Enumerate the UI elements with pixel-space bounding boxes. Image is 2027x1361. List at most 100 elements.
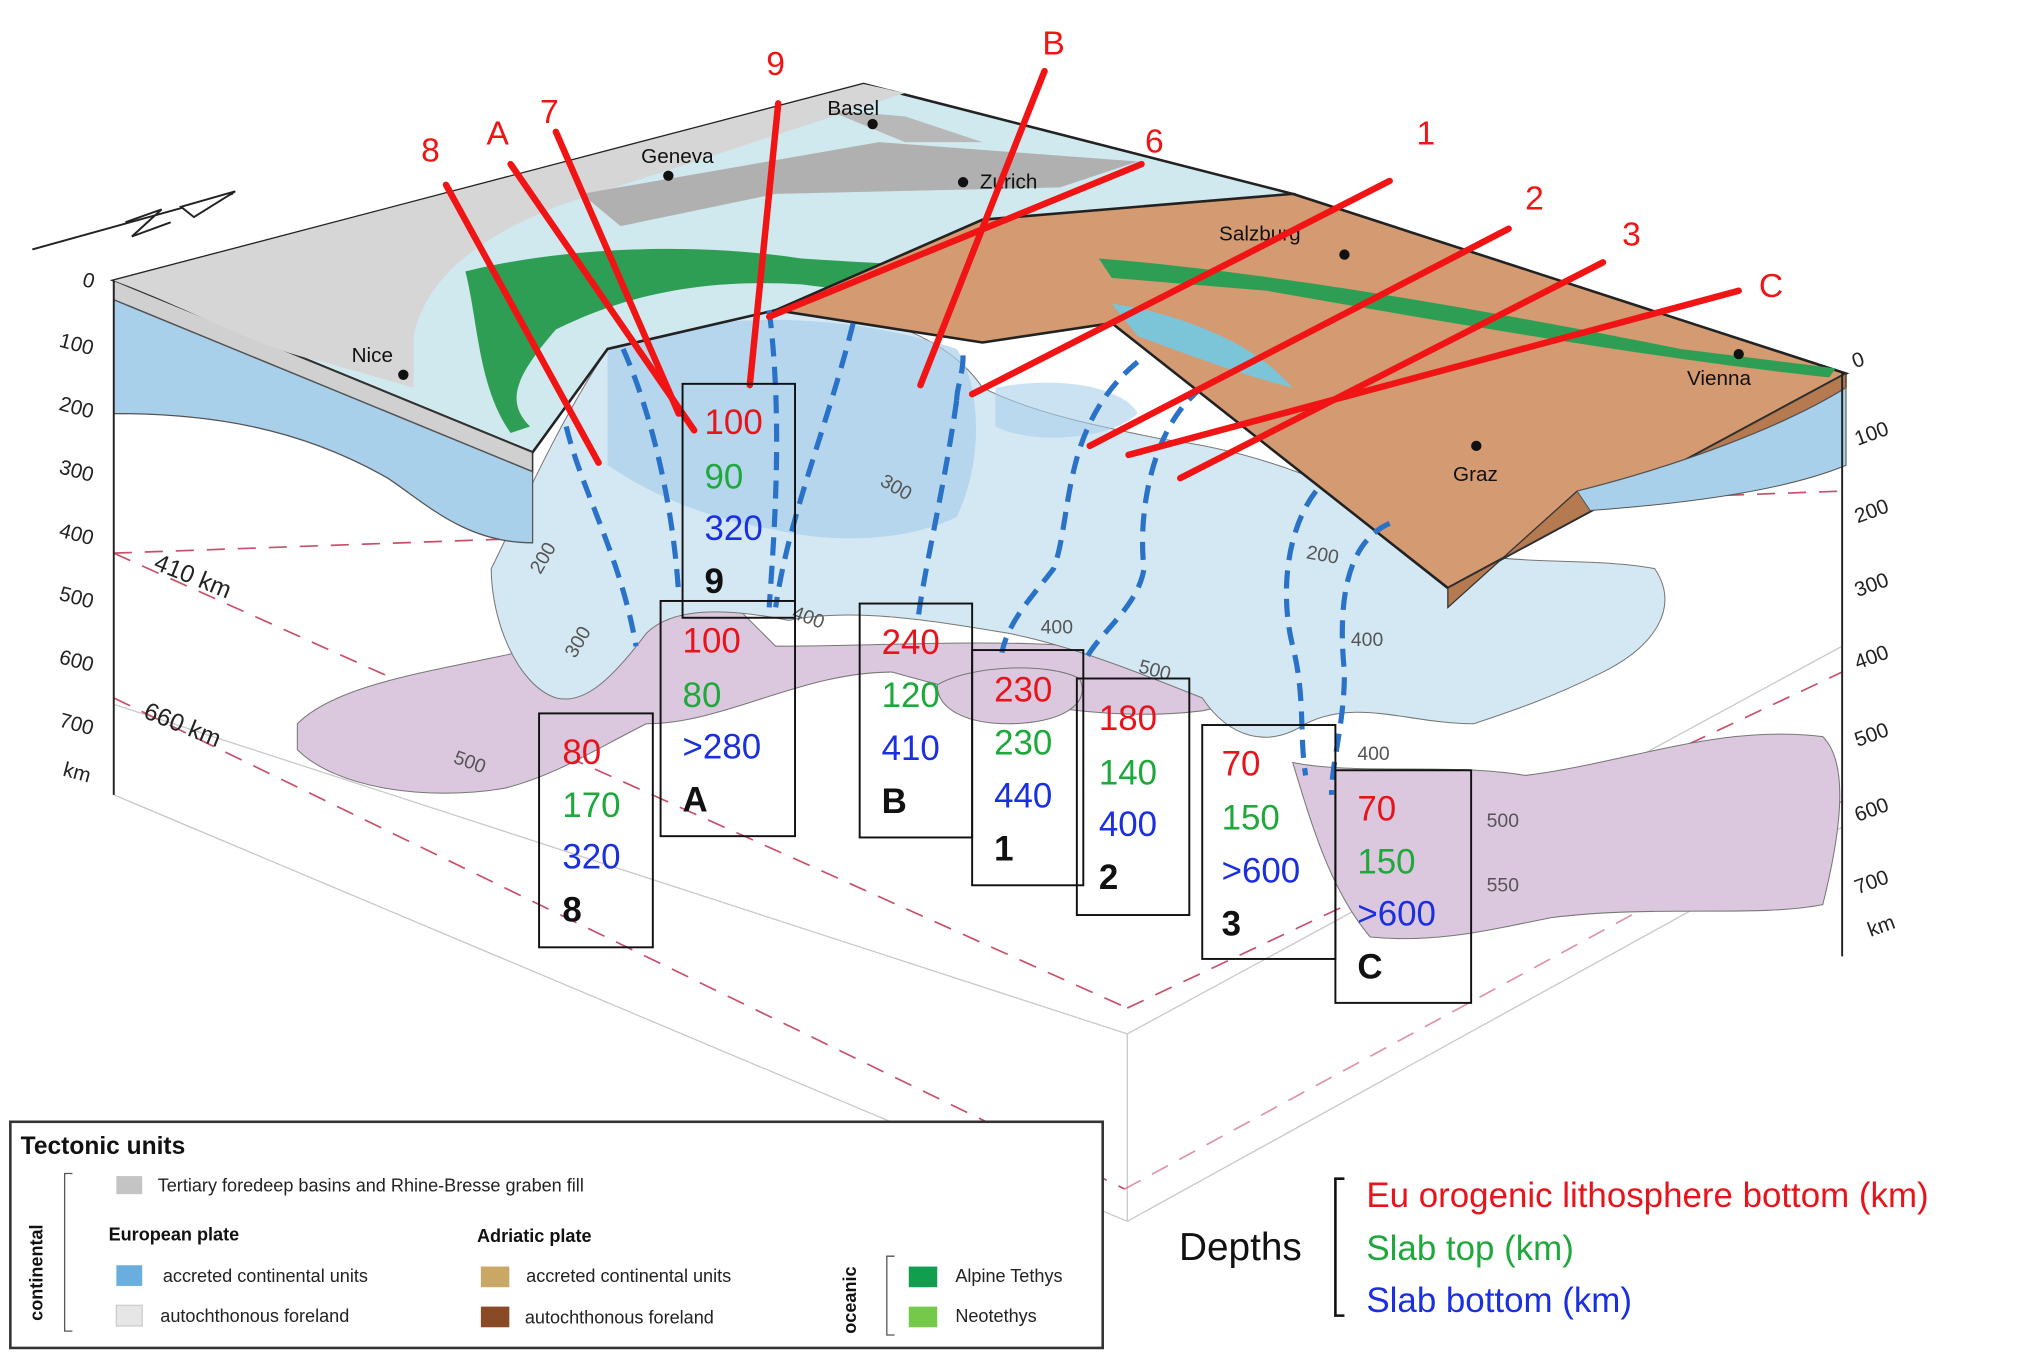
depths-legend-title: Depths xyxy=(1179,1226,1302,1269)
profile-line-labels: 8 A 7 9 B 6 1 2 3 C xyxy=(421,25,1783,305)
depth-axis-right: 0 100 200 300 400 500 600 700 km xyxy=(1841,347,1898,957)
profile-line-7 xyxy=(552,128,682,417)
text-label: 150 xyxy=(1222,799,1280,838)
label-410km: 410 km xyxy=(150,549,235,604)
diagram-shape xyxy=(538,712,654,949)
text-label: 400 xyxy=(1851,641,1891,674)
text-label: 120 xyxy=(882,676,940,715)
text-label: 70 xyxy=(1222,744,1261,783)
diagram-shape xyxy=(1075,677,1191,916)
text-label: 400 xyxy=(1351,629,1384,651)
text-label: B xyxy=(1042,25,1064,62)
depth-box-8: 80 170 320 8 xyxy=(538,712,654,949)
diagram-shape xyxy=(480,1266,510,1288)
profile-line-3 xyxy=(1177,259,1607,482)
profile-line-1 xyxy=(968,177,1393,398)
city-basel: Basel xyxy=(827,97,879,120)
diagram-shape xyxy=(1124,800,1843,1190)
text-label: 200 xyxy=(1305,542,1341,569)
text-label: 440 xyxy=(994,777,1052,816)
depth-box-9: 100 90 320 9 xyxy=(681,382,796,619)
depth-box-a: 100 80 >280 A xyxy=(659,599,796,838)
text-label: 100 xyxy=(683,622,741,661)
text-label: 410 xyxy=(882,729,940,768)
diagram-shape xyxy=(398,369,409,380)
diagram-shape xyxy=(1126,671,1843,1009)
text-label: 9 xyxy=(766,46,785,83)
diagram-shape xyxy=(1098,258,1836,378)
diagram-shape xyxy=(116,1265,143,1286)
text-label: 550 xyxy=(1487,875,1520,897)
text-label: 90 xyxy=(705,458,744,497)
text-label: 700 xyxy=(57,709,96,740)
text-label: 200 xyxy=(1851,495,1891,528)
slab-dashed-lines xyxy=(563,309,1391,795)
text-label: 230 xyxy=(994,671,1052,710)
text-label: 2 xyxy=(1099,858,1118,897)
diagram-shape xyxy=(581,142,1138,227)
city-geneva: Geneva xyxy=(641,145,714,168)
depth-box-1: 230 230 440 1 xyxy=(971,649,1085,887)
text-label: 140 xyxy=(1099,753,1157,792)
city-zurich: Zurich xyxy=(980,171,1037,194)
diagram-shape xyxy=(116,1176,143,1195)
diagram-shape xyxy=(480,1306,510,1328)
text-label: 240 xyxy=(882,623,940,662)
label-660km: 660 km xyxy=(140,698,225,753)
text-label: 400 xyxy=(1099,805,1157,844)
text-label: 7 xyxy=(540,94,559,131)
text-label: C xyxy=(1357,947,1382,986)
text-label: Slab top (km) xyxy=(1366,1229,1573,1268)
text-label: 230 xyxy=(994,724,1052,763)
diagram-shape xyxy=(1471,440,1482,452)
text-label: accreted continental units xyxy=(163,1266,368,1286)
text-label: 320 xyxy=(705,509,763,548)
text-label: 80 xyxy=(683,676,722,715)
diagram-shape xyxy=(766,309,780,608)
diagram-shape xyxy=(954,355,966,401)
depth-box-2: 180 140 400 2 xyxy=(1075,677,1191,916)
bracket-icon xyxy=(1334,1177,1345,1317)
diagram-shape xyxy=(999,359,1140,654)
city-nice: Nice xyxy=(352,344,393,367)
text-label: Tertiary foredeep basins and Rhine-Bress… xyxy=(158,1176,584,1196)
text-label: 180 xyxy=(1099,699,1157,738)
text-label: Eu orogenic lithosphere bottom (km) xyxy=(1366,1176,1928,1215)
profile-lines xyxy=(442,67,1742,482)
text-label: 150 xyxy=(1357,843,1415,882)
city-graz: Graz xyxy=(1453,463,1498,486)
diagram-shape xyxy=(1083,385,1204,661)
deep-slab-bodies xyxy=(296,593,1841,940)
profile-line-c xyxy=(1125,287,1742,459)
diagram-shape xyxy=(971,649,1085,887)
diagram-shape xyxy=(827,109,983,143)
text-label: 8 xyxy=(421,133,440,170)
text-label: 400 xyxy=(1357,743,1390,765)
depth-box-b: 240 120 410 B xyxy=(858,602,974,839)
diagram-shape xyxy=(681,382,796,619)
depth-box-3: 70 150 >600 3 xyxy=(1201,724,1337,960)
text-label: 400 xyxy=(57,519,96,550)
text-label: >600 xyxy=(1357,894,1436,933)
diagram-shape xyxy=(1733,348,1744,360)
text-label: 500 xyxy=(1487,810,1520,832)
diagram-shape xyxy=(1291,733,1841,940)
text-label: Neotethys xyxy=(955,1306,1036,1326)
text-label: 700 xyxy=(1851,866,1891,899)
city-vienna: Vienna xyxy=(1687,367,1752,390)
text-label: 0 xyxy=(1849,347,1868,373)
diagram-shape xyxy=(1339,249,1350,260)
text-label: 0 xyxy=(80,268,97,293)
text-label: 6 xyxy=(1145,124,1164,161)
text-label: 500 xyxy=(57,582,96,613)
city-markers: Basel Geneva Zurich Salzburg Vienna Nice… xyxy=(352,97,1752,486)
text-label: 1 xyxy=(994,830,1013,869)
text-label: >280 xyxy=(683,728,762,767)
text-label: km xyxy=(61,758,94,787)
text-label: 170 xyxy=(562,786,620,825)
text-label: Alpine Tethys xyxy=(955,1266,1062,1286)
text-label: Tectonic units xyxy=(21,1133,186,1160)
diagram-shape xyxy=(1328,521,1391,795)
